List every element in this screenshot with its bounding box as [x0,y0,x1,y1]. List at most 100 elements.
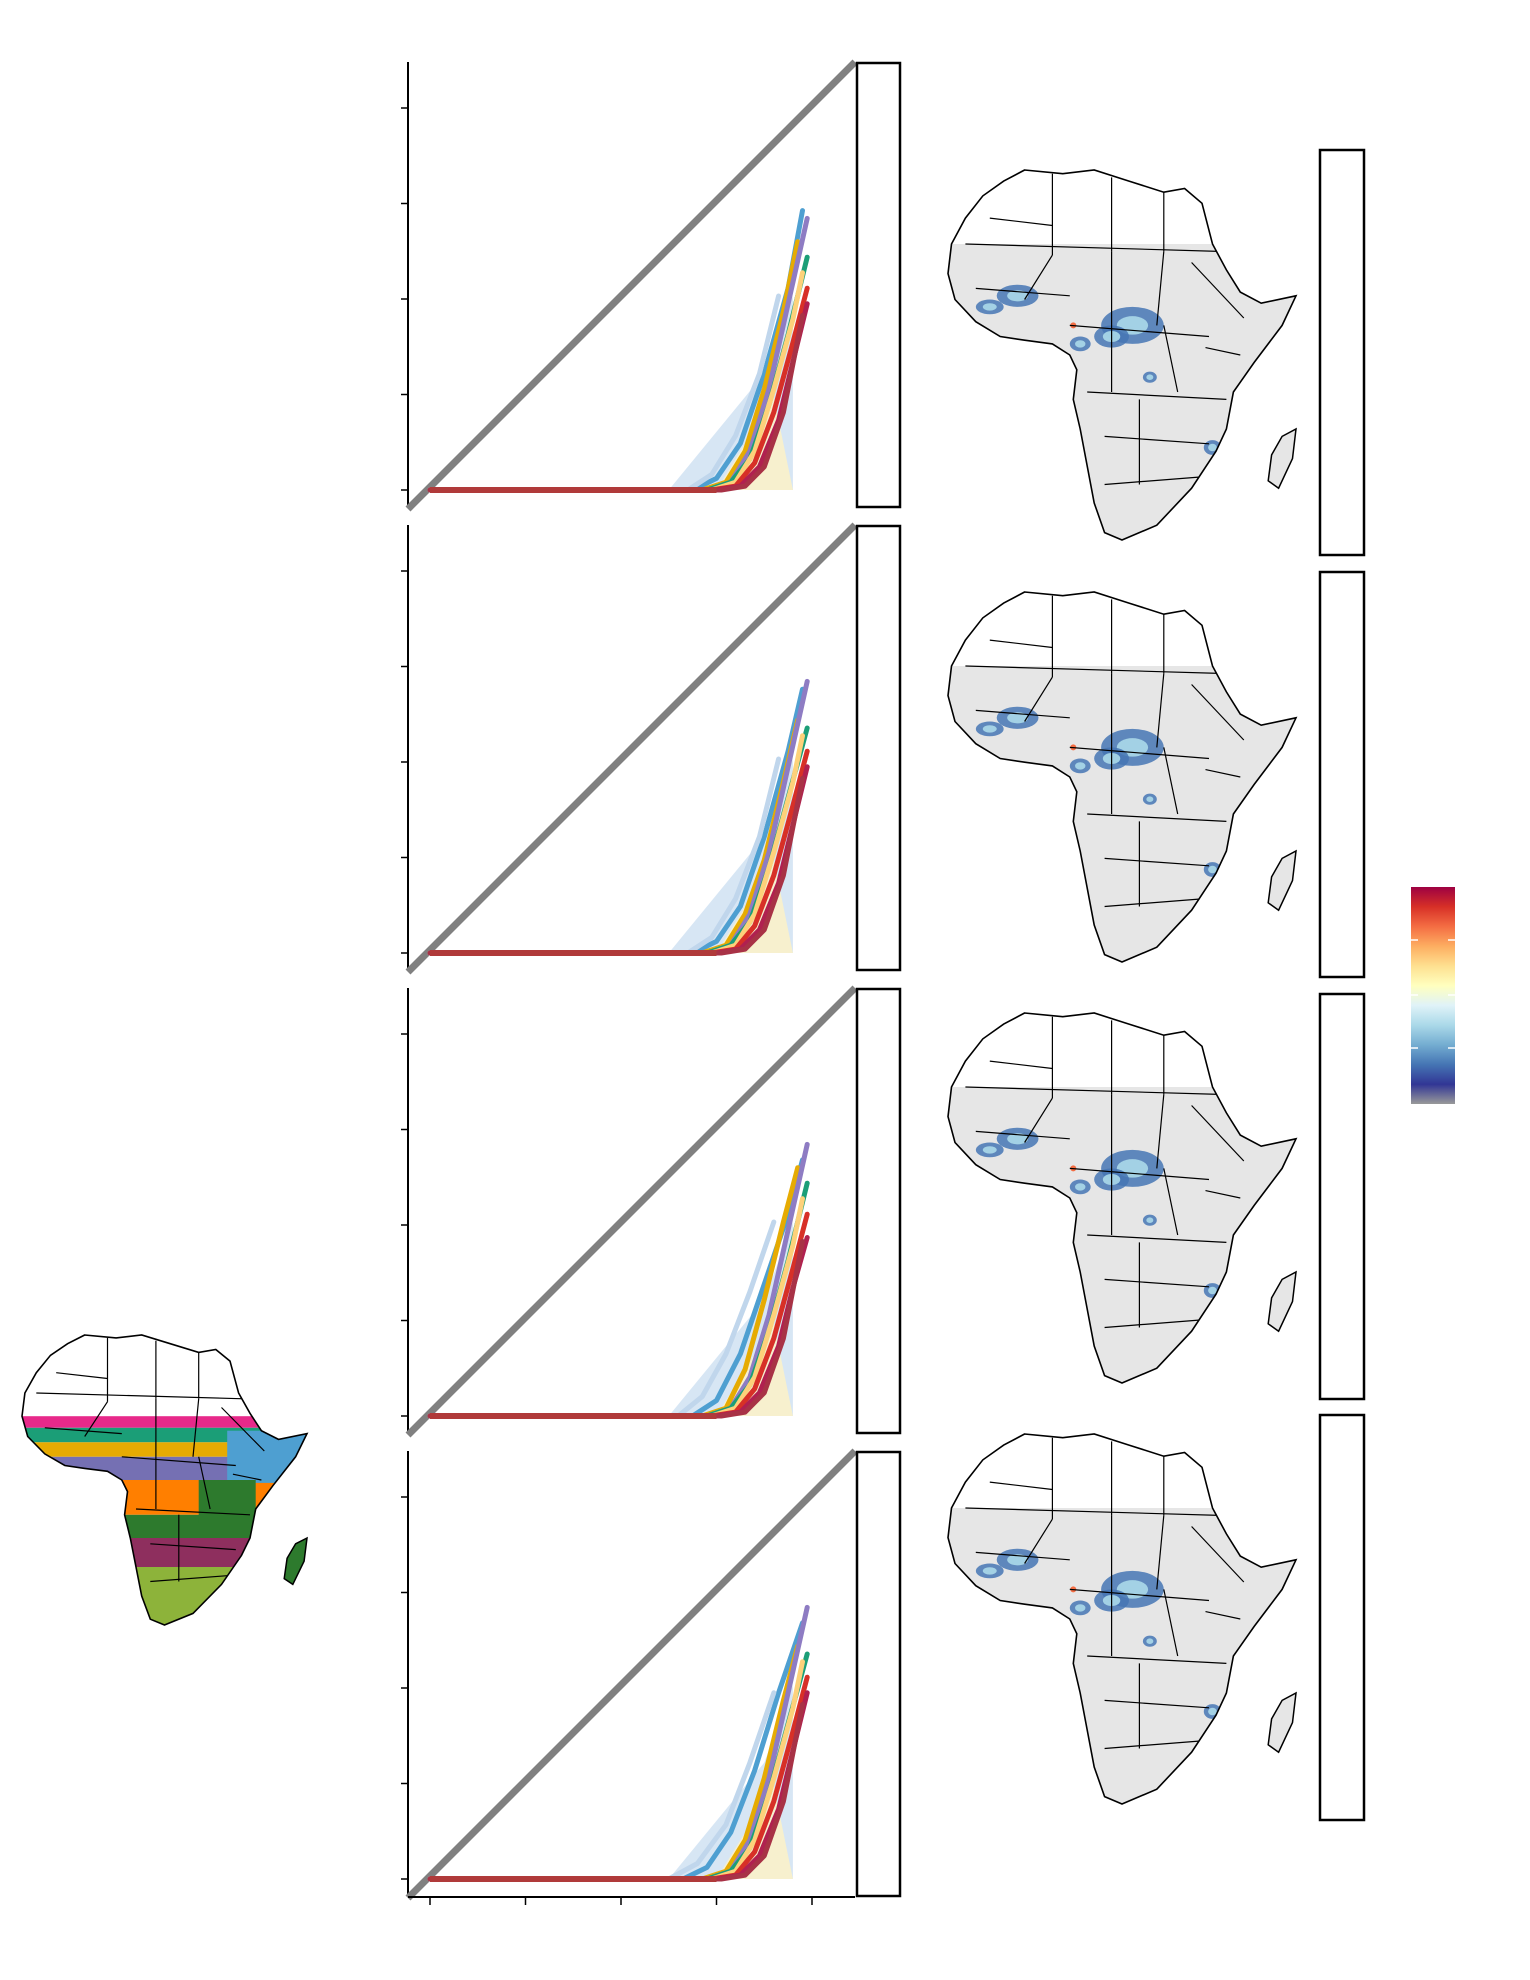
facet-strip [855,1450,902,1898]
country-border [56,1372,108,1380]
facet-strip [855,61,902,509]
risk-map-3-grey-area [948,1087,1296,1383]
country-border [1163,1589,1179,1657]
country-border [1069,1588,1210,1602]
country-border [965,1507,1220,1516]
country-border [192,1398,200,1457]
country-border [1163,325,1179,393]
country-border [989,639,1053,649]
country-border [1087,813,1227,822]
country-border [232,1473,262,1481]
country-border [975,1130,1070,1140]
country-border [1104,857,1210,867]
risk-hotspot-core [1007,290,1029,302]
region-band [22,1416,307,1428]
risk-hotspot-core [1075,762,1086,770]
country-border [989,1481,1053,1491]
risk-hotspot-core [1075,340,1086,348]
country-border [198,1456,211,1510]
country-border [1163,747,1179,815]
facet-strip [855,524,902,972]
country-border [1191,1526,1245,1583]
series-line-3 [427,1604,810,1882]
region-band [22,1514,307,1538]
country-border [989,217,1053,227]
risk-map-2-madagascar [1267,849,1297,912]
country-border [1205,769,1241,778]
risk-hotspot-core [1146,374,1154,380]
country-border [965,243,1220,252]
risk-map-3-group [947,1012,1298,1384]
colorbar-scale [1411,887,1455,1104]
country-border [1069,1167,1210,1181]
line-panels [401,59,902,1905]
risk-hotspot-core [1075,1183,1086,1191]
risk-hotspot-core [982,303,997,311]
risk-hotspot-core [1208,1707,1217,1716]
reference-line [405,1448,858,1901]
country-border [1205,1611,1241,1620]
risk-hotspot-core [1007,1554,1029,1566]
country-border [975,709,1070,719]
line-panel-3 [401,985,902,1438]
series-line-3 [427,678,810,956]
country-border [1069,324,1210,338]
country-border [975,287,1070,297]
country-border [1104,898,1199,908]
country-border [965,1086,1220,1095]
risk-map-3-outline [947,1012,1298,1384]
risk-map-4-outline [947,1433,1298,1805]
country-border [1087,391,1227,400]
country-border [1156,1515,1165,1590]
risk-map-1-group [947,169,1298,541]
series-line-3 [427,1141,810,1419]
country-border [975,1551,1070,1561]
risk-map-1-madagascar [1267,427,1297,490]
region-southeast [198,1480,256,1524]
country-border [1087,1655,1227,1664]
risk-map-1-grey-area [948,244,1296,540]
risk-map-4-madagascar [1267,1691,1297,1754]
line-panel-4 [401,1448,902,1901]
colorbar [1411,887,1455,1104]
risk-hotspot-core [1075,1604,1086,1612]
risk-map-strip [1318,992,1366,1401]
country-border [1156,1094,1165,1169]
risk-map-1-outline [947,169,1298,541]
country-border [1156,673,1165,748]
risk-hotspot-core [1208,443,1217,452]
risk-map-2-outline [947,591,1298,963]
risk-hotspot-core [1146,1638,1154,1644]
series-line-3 [427,215,810,493]
country-border [1104,435,1210,445]
risk-map-strip [1318,1413,1366,1822]
x-axis [408,1896,855,1905]
risk-hotspot-core [1007,1133,1029,1145]
country-border [221,1407,265,1452]
country-border [44,1427,122,1435]
risk-map-2-group [947,591,1298,963]
country-border [150,1575,228,1583]
country-border [135,1508,251,1516]
risk-hotspot-core [1208,865,1217,874]
region-map-madagascar [283,1536,308,1586]
risk-map-4-group [947,1433,1298,1805]
risk-hotspot-core [982,1146,997,1154]
risk-hotspot-core [1208,1286,1217,1295]
africa-region-map [21,1334,309,1626]
line-panel-1 [401,59,902,512]
country-border [1156,251,1165,326]
risk-hotspot-core [1146,1217,1154,1223]
country-border [1104,1740,1199,1750]
country-border [150,1543,236,1551]
country-border [1104,476,1199,486]
risk-hotspot-core [1007,712,1029,724]
region-map-outline [21,1334,309,1626]
risk-map-strip [1318,148,1366,557]
country-border [1104,1319,1199,1329]
line-panel-2 [401,522,902,975]
risk-hotspot-core [982,1567,997,1575]
country-border [1087,1234,1227,1243]
region-band [22,1567,307,1625]
country-border [1069,746,1210,760]
